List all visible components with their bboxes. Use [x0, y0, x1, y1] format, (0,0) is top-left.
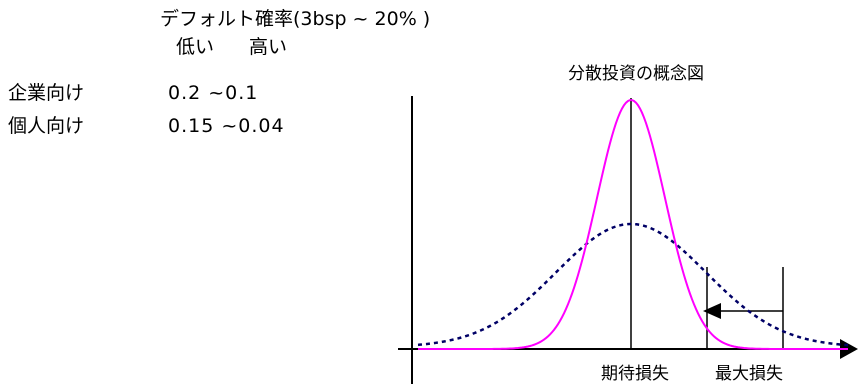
expected-loss-label: 期待損失 [601, 364, 669, 384]
header-high: 高い [249, 36, 288, 58]
row-values-corporate: 0.2 ~0.1 [168, 82, 259, 104]
diversified-distribution-curve [417, 222, 849, 347]
row-label-corporate: 企業向け [8, 82, 85, 104]
loss-reduction-arrowhead [703, 303, 721, 319]
max-loss-label: 最大損失 [715, 364, 783, 384]
diagram-title: 分散投資の概念図 [568, 64, 704, 84]
default-probability-title: デフォルト確率(3bsp ~ 20% ) [160, 8, 431, 30]
row-values-individual: 0.15 ~0.04 [168, 115, 285, 137]
row-label-individual: 個人向け [8, 115, 85, 137]
header-low: 低い [176, 36, 215, 58]
concentrated-distribution-curve [418, 99, 848, 350]
